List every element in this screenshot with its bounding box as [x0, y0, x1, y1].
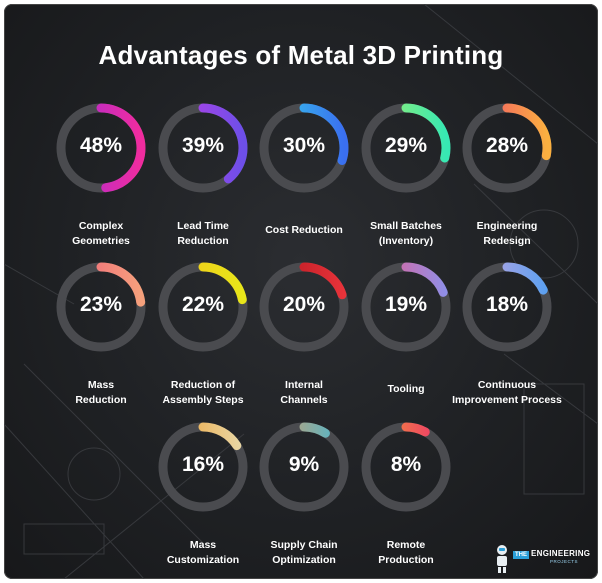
donut-category-label-line: Complex — [78, 220, 124, 232]
donut-arc — [56, 262, 146, 352]
logo-the-text: THE — [513, 551, 529, 559]
donut-ring — [158, 422, 248, 512]
donut-category-label-line: Customization — [166, 554, 240, 566]
donut-category-label-line: Engineering — [476, 220, 538, 232]
donut-category-label-line: (Inventory) — [378, 235, 434, 247]
donut-value-label: 30% — [282, 134, 326, 157]
donut-ring — [361, 262, 451, 352]
donut-category-label-line: Reduction — [177, 235, 229, 247]
donut-ring — [158, 262, 248, 352]
donut-category-label-line: Lead Time — [177, 220, 229, 232]
donut-category-label: Engineering Redesign — [450, 219, 564, 249]
donut-arc — [462, 103, 552, 193]
donut-category-label: Small Batches (Inventory) — [349, 219, 463, 249]
background-printer-sketch — [4, 4, 598, 579]
donut-value-label: 39% — [181, 134, 225, 157]
donut-category-label-line: Internal — [285, 379, 323, 391]
donut-category-label: Lead Time Reduction — [146, 219, 260, 249]
donut-arc — [259, 103, 349, 193]
donut-arc — [158, 262, 248, 352]
donut-category-label-line: Geometries — [72, 235, 130, 247]
donut-category-label-line: Assembly Steps — [162, 394, 244, 406]
donut-category-label: Continuous Improvement Process — [450, 378, 564, 408]
donut-value-label: 18% — [485, 293, 529, 316]
donut-ring — [56, 103, 146, 193]
donut-category-label-line: Redesign — [483, 235, 531, 247]
donut-value-label: 28% — [485, 134, 529, 157]
brand-logo: THE ENGINEERING PROJECTS — [494, 544, 590, 574]
donut-category-label: Mass Customization — [146, 538, 260, 568]
donut-category-label: Tooling — [349, 382, 463, 397]
donut-value-label: 8% — [390, 453, 422, 476]
donut-category-label-line: Reduction of — [170, 379, 236, 391]
donut-category-label-line: Channels — [280, 394, 328, 406]
donut-arc — [56, 103, 146, 193]
donut-ring — [259, 103, 349, 193]
donut-category-label-line: Small Batches — [370, 220, 442, 232]
donut-value-label: 19% — [384, 293, 428, 316]
donut-ring — [361, 422, 451, 512]
donut-category-label-line: Supply Chain — [270, 539, 338, 551]
donut-category-label: Remote Production — [349, 538, 463, 568]
donut-category-label-line: Reduction — [75, 394, 127, 406]
infographic-panel: Advantages of Metal 3D Printing 48% Compl… — [4, 4, 598, 579]
logo-engineering-text: ENGINEERING — [531, 549, 591, 558]
donut-ring — [361, 103, 451, 193]
donut-ring — [462, 262, 552, 352]
donut-category-label: Cost Reduction — [247, 223, 361, 238]
donut-value-label: 48% — [79, 134, 123, 157]
logo-projects-text: PROJECTS — [550, 559, 579, 564]
donut-value-label: 9% — [288, 453, 320, 476]
donut-value-label: 23% — [79, 293, 123, 316]
donut-arc — [361, 103, 451, 193]
donut-value-label: 29% — [384, 134, 428, 157]
donut-category-label: Supply Chain Optimization — [247, 538, 361, 568]
donut-category-label-line: Mass — [87, 379, 115, 391]
donut-arc — [462, 262, 552, 352]
donut-arc — [361, 422, 451, 512]
chart-title: Advantages of Metal 3D Printing — [98, 40, 504, 70]
donut-category-label: Mass Reduction — [44, 378, 158, 408]
donut-value-label: 20% — [282, 293, 326, 316]
donut-category-label-line: Mass — [189, 539, 217, 551]
donut-ring — [259, 422, 349, 512]
donut-value-label: 22% — [181, 293, 225, 316]
donut-category-label: Complex Geometries — [44, 219, 158, 249]
donut-category-label: Internal Channels — [247, 378, 361, 408]
donut-category-label: Reduction of Assembly Steps — [146, 378, 260, 408]
donut-arc — [259, 422, 349, 512]
donut-ring — [259, 262, 349, 352]
donut-arc — [158, 422, 248, 512]
donut-value-label: 16% — [181, 453, 225, 476]
donut-category-label-line: Remote — [386, 539, 426, 551]
donut-arc — [361, 262, 451, 352]
donut-category-label-line: Improvement Process — [452, 394, 562, 406]
donut-category-label-line: Cost Reduction — [265, 224, 343, 236]
donut-category-label-line: Continuous — [477, 379, 537, 391]
donut-ring — [462, 103, 552, 193]
donut-category-label-line: Optimization — [272, 554, 336, 566]
donut-arc — [158, 103, 248, 193]
donut-category-label-line: Tooling — [387, 383, 425, 395]
donut-ring — [56, 262, 146, 352]
donut-category-label-line: Production — [378, 554, 434, 566]
donut-ring — [158, 103, 248, 193]
donut-arc — [259, 262, 349, 352]
robot-logo-icon — [497, 545, 507, 573]
